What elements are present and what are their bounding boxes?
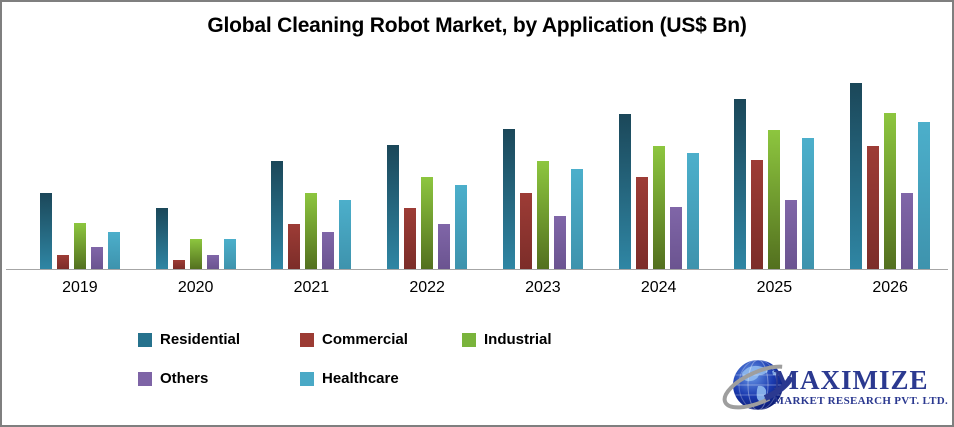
bar-healthcare-2023 (570, 169, 583, 269)
bar-others-2026 (901, 193, 914, 269)
x-axis-label-2025: 2025 (756, 279, 793, 296)
bar-others-2024 (669, 207, 682, 269)
bar-others-2020 (206, 255, 219, 269)
bar-group-2020 (138, 208, 254, 269)
bar-group-2022 (369, 145, 485, 269)
bar-others-2019 (90, 247, 103, 269)
legend-label-healthcare: Healthcare (322, 370, 399, 387)
swoosh-silver (722, 364, 795, 410)
bar-residential-2025 (734, 99, 747, 269)
x-axis-labels: 2019 2020 2021 2022 2023 2024 2025 2026 (6, 270, 948, 297)
bar-industrial-2025 (768, 130, 781, 269)
bar-commercial-2019 (56, 255, 69, 269)
bar-industrial-2019 (73, 223, 86, 269)
bar-group-2026 (832, 83, 948, 269)
bar-residential-2024 (618, 114, 631, 269)
legend-item-healthcare: Healthcare (300, 370, 462, 387)
x-axis-label-2021: 2021 (293, 279, 330, 296)
bar-industrial-2023 (536, 161, 549, 269)
bar-healthcare-2019 (107, 232, 120, 269)
x-axis-label-2019: 2019 (62, 279, 98, 296)
legend-label-residential: Residential (160, 331, 241, 348)
legend-item-residential: Residential (138, 331, 300, 348)
legend-swatch-others (138, 371, 152, 386)
legend-item-industrial: Industrial (462, 331, 682, 348)
bar-healthcare-2026 (918, 122, 931, 269)
bar-others-2023 (553, 216, 566, 269)
legend-item-commercial: Commercial (300, 331, 462, 348)
brand-logo: MAXIMIZE MARKET RESEARCH PVT. LTD. (720, 351, 948, 423)
bar-residential-2022 (387, 145, 400, 269)
bar-group-2019 (22, 193, 138, 269)
bar-healthcare-2025 (802, 138, 815, 269)
legend-label-others: Others (160, 370, 209, 387)
bar-group-2023 (485, 129, 601, 269)
bar-commercial-2024 (635, 177, 648, 269)
bar-others-2021 (322, 232, 335, 269)
bar-industrial-2021 (305, 193, 318, 269)
bar-residential-2019 (39, 193, 52, 269)
chart-legend: Residential Commercial Industrial Others Hea… (138, 331, 952, 387)
bar-commercial-2023 (519, 193, 532, 269)
bar-plot-area (6, 42, 948, 269)
x-axis-label-2026: 2026 (872, 279, 908, 296)
brand-subtitle: MARKET RESEARCH PVT. LTD. (773, 395, 948, 407)
chart-title: Global Cleaning Robot Market, by Applica… (207, 14, 747, 37)
bar-commercial-2022 (404, 208, 417, 269)
legend-swatch-commercial (300, 332, 314, 347)
bar-healthcare-2022 (455, 185, 468, 269)
bar-residential-2023 (502, 129, 515, 269)
globe-icon (722, 359, 795, 411)
x-axis-line (6, 269, 948, 270)
bar-industrial-2024 (652, 146, 665, 269)
bar-industrial-2020 (189, 239, 202, 269)
bar-residential-2020 (155, 208, 168, 269)
legend-label-industrial: Industrial (484, 331, 552, 348)
x-axis-label-2022: 2022 (409, 279, 445, 296)
bar-others-2025 (785, 200, 798, 269)
x-axis-label-2020: 2020 (177, 279, 214, 296)
legend-item-others: Others (138, 370, 300, 387)
brand-text: MAXIMIZE MARKET RESEARCH PVT. LTD. (773, 351, 948, 408)
bar-industrial-2026 (884, 113, 897, 269)
bar-healthcare-2024 (686, 153, 699, 269)
swoosh-blue (724, 363, 795, 407)
bar-others-2022 (438, 224, 451, 269)
bar-commercial-2021 (288, 224, 301, 269)
x-axis-label-2024: 2024 (640, 279, 677, 296)
bar-commercial-2025 (751, 160, 764, 269)
bar-group-2021 (254, 161, 370, 269)
bar-healthcare-2020 (223, 239, 236, 269)
bar-group-2024 (601, 114, 717, 269)
legend-swatch-industrial (462, 332, 476, 347)
legend-label-commercial: Commercial (322, 331, 408, 348)
bar-commercial-2020 (172, 260, 185, 269)
bar-commercial-2026 (867, 146, 880, 269)
bar-residential-2026 (850, 83, 863, 269)
x-axis-label-2023: 2023 (525, 279, 561, 296)
bar-group-2025 (717, 99, 833, 269)
brand-name: MAXIMIZE (773, 365, 929, 395)
bar-industrial-2022 (421, 177, 434, 269)
bar-healthcare-2021 (339, 200, 352, 269)
legend-swatch-residential (138, 332, 152, 347)
bar-residential-2021 (271, 161, 284, 269)
legend-swatch-healthcare (300, 371, 314, 386)
